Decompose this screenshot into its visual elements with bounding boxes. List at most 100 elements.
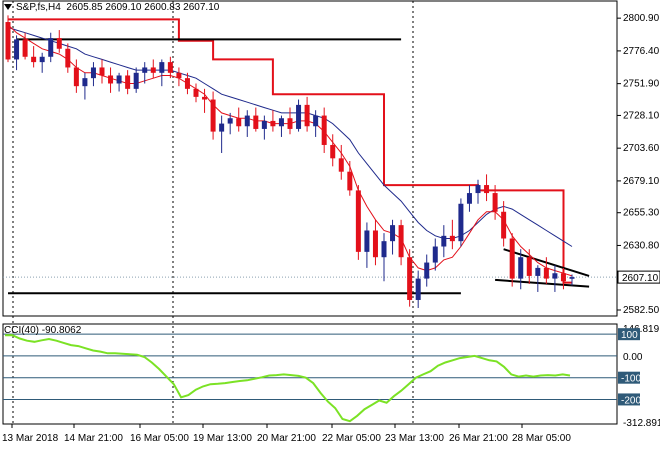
candle-body [108,75,114,84]
symbol-label: S&P,fs,H4 [16,2,61,13]
candle-body [321,115,327,145]
chart-header: S&P,fs,H4 2605.85 2609.10 2600.83 2607.1… [4,2,219,13]
candle-body [518,257,524,279]
candle-body [82,78,88,87]
candle-body [415,278,421,300]
candle-body [407,257,413,300]
candle-body [390,225,396,242]
candle-body [526,257,532,276]
cci-tick-label: -200 [621,395,641,406]
candle-body [90,67,96,79]
time-tick-label: 16 Mar 05:00 [130,433,189,444]
candle-body [287,118,293,129]
time-tick-label: 23 Mar 13:00 [385,433,444,444]
candle-body [509,238,515,279]
candle-body [501,211,507,239]
candle-body [227,118,233,124]
cci-panel-frame [2,323,618,425]
candle-body [31,56,37,63]
time-tick-label: 14 Mar 21:00 [64,433,123,444]
candle-body [398,225,404,258]
cci-chart [3,333,617,423]
ohlc-values: 2605.85 2609.10 2600.83 2607.10 [66,2,220,13]
cci-tick-label: -100 [621,374,641,385]
current-price-tag [617,270,660,284]
candle-body [65,48,71,68]
trailing-stop-line [8,18,572,284]
fast-moving-average [7,24,573,277]
candle-body [202,96,208,100]
candle-body [424,262,430,279]
candle-body [381,241,387,258]
candle-body [176,72,182,79]
price-chart [3,15,617,308]
candle-body [99,67,105,76]
candle-body [458,203,464,242]
candle-body [133,72,139,89]
grid [2,0,618,425]
price-tick-label: 2776.40 [623,46,660,57]
price-tick-label: 2728.10 [623,110,660,121]
candle-body [125,75,131,89]
candle-body [364,230,370,252]
time-tick-label: 26 Mar 21:00 [449,433,508,444]
time-tick-label: 19 Mar 13:00 [193,433,252,444]
candle-body [270,120,276,127]
candle-body [492,193,498,212]
candle-body [261,120,267,129]
candle-body [449,235,455,242]
candle-body [304,104,310,127]
price-tick-label: 2655.30 [623,208,660,219]
candle-body [193,88,199,97]
candle-body [313,115,319,127]
candle-body [347,171,353,191]
candle-body [432,246,438,263]
candle-body [244,115,250,127]
candle-body [5,22,11,60]
candle-body [116,75,122,84]
trend-line [495,278,590,288]
candle-body [253,115,259,129]
candle-body [48,38,54,57]
candle-body [167,62,173,73]
price-tick-label: 2582.50 [623,305,660,316]
candle-body [39,56,45,63]
cci-header: CCI(40) -90.8062 [4,325,82,336]
price-tick-label: 2679.10 [623,176,660,187]
candle-body [569,277,575,279]
candle-body [56,38,62,49]
price-tick-label: 2630.80 [623,240,660,251]
time-tick-label: 28 Mar 05:00 [512,433,571,444]
candle-body [142,67,148,73]
candle-body [219,123,225,132]
candle-body [552,273,558,279]
slow-moving-average [7,26,573,247]
candle-body [475,185,481,194]
time-tick-label: 20 Mar 21:00 [257,433,316,444]
candle-body [355,190,361,252]
price-tick-label: 2703.60 [623,143,660,154]
candle-body [278,118,284,127]
candle-body [441,235,447,247]
candle-body [296,104,302,129]
candle-body [330,144,336,159]
current-price-label: 2607.10 [622,273,659,284]
candle-body [338,158,344,172]
candle-body [184,78,190,89]
cci-level-tag [618,393,640,406]
cci-tick-label: -312.8915 [623,418,660,429]
candle-body [14,39,20,60]
cci-level-tag [618,371,640,384]
cci-level-tag [618,328,640,341]
candle-body [210,99,216,132]
price-tick-label: 2800.90 [623,13,660,24]
candle-body [466,193,472,204]
time-tick-label: 22 Mar 05:00 [322,433,381,444]
candle-body [150,67,156,73]
price-panel-frame [2,0,618,317]
time-tick-label: 13 Mar 2018 [2,433,59,444]
candle-body [236,118,242,127]
chevron-down-icon[interactable] [4,4,12,11]
